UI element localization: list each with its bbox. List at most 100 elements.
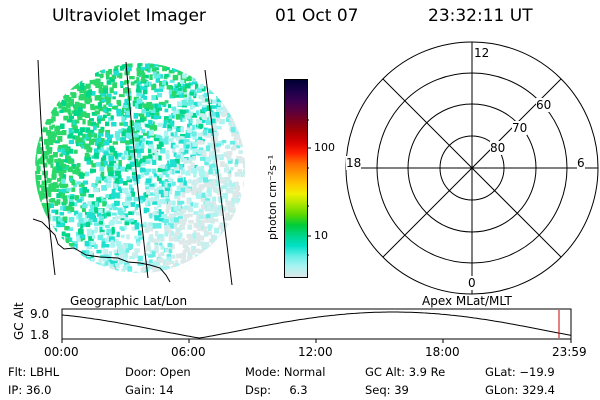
emission-pixel	[131, 211, 135, 216]
emission-pixel	[114, 215, 121, 220]
emission-pixel	[222, 193, 228, 199]
emission-pixel	[105, 70, 109, 76]
mlt-label-18: 18	[346, 156, 362, 170]
emission-pixel	[72, 120, 77, 125]
emission-pixel	[188, 220, 194, 224]
emission-pixel	[135, 238, 141, 244]
emission-pixel	[224, 177, 231, 182]
emission-pixel	[127, 102, 131, 108]
emission-pixel	[93, 207, 98, 212]
emission-pixel	[62, 159, 67, 163]
emission-pixel	[110, 239, 114, 245]
emission-pixel	[200, 196, 206, 202]
emission-pixel	[106, 235, 112, 241]
emission-pixel	[56, 102, 62, 106]
emission-pixel	[87, 90, 93, 96]
emission-pixel	[176, 164, 180, 169]
emission-pixel	[177, 90, 182, 95]
emission-pixel	[168, 89, 173, 95]
emission-pixel	[67, 209, 72, 214]
emission-pixel	[76, 181, 81, 185]
emission-pixel	[44, 206, 50, 213]
emission-pixel	[168, 248, 173, 254]
emission-pixel	[183, 213, 190, 219]
emission-pixel	[224, 182, 231, 187]
emission-pixel	[185, 83, 191, 89]
emission-pixel	[46, 146, 53, 152]
emission-pixel	[141, 142, 145, 149]
mlt-label-6: 6	[577, 156, 585, 170]
emission-pixel	[136, 241, 141, 246]
emission-pixel	[108, 103, 113, 107]
emission-pixel	[110, 266, 115, 271]
emission-pixel	[175, 263, 180, 267]
emission-pixel	[170, 243, 175, 250]
emission-pixel	[213, 218, 219, 222]
emission-pixel	[219, 211, 224, 216]
emission-pixel	[95, 123, 100, 128]
emission-pixel	[188, 157, 193, 163]
emission-pixel	[186, 127, 192, 133]
emission-pixel	[226, 151, 233, 156]
emission-pixel	[167, 183, 171, 187]
emission-pixel	[35, 170, 40, 175]
emission-pixel	[95, 84, 102, 88]
emission-pixel	[182, 219, 187, 225]
emission-pixel	[171, 181, 176, 186]
emission-pixel	[102, 201, 106, 207]
emission-pixel	[128, 184, 133, 190]
emission-pixel	[155, 77, 160, 83]
emission-pixel	[67, 194, 72, 199]
time-tick-0000: 00:00	[44, 345, 79, 359]
emission-pixel	[193, 222, 197, 228]
emission-pixel	[73, 149, 78, 154]
emission-pixel	[239, 157, 245, 161]
gain-label: Gain:	[125, 383, 156, 397]
emission-pixel	[109, 264, 114, 269]
emission-pixel	[95, 71, 99, 77]
emission-pixel	[101, 198, 107, 203]
emission-pixel	[190, 146, 195, 151]
emission-pixel	[160, 199, 164, 203]
emission-pixel	[170, 122, 175, 127]
emission-pixel	[154, 215, 160, 221]
emission-pixel	[166, 85, 173, 90]
emission-pixel	[111, 231, 115, 235]
emission-pixel	[210, 207, 216, 212]
emission-pixel	[151, 95, 157, 101]
emission-pixel	[176, 136, 180, 141]
emission-pixel	[228, 120, 232, 126]
emission-pixel	[61, 231, 66, 237]
emission-pixel	[215, 179, 219, 183]
emission-pixel	[157, 107, 162, 111]
emission-pixel	[214, 227, 219, 234]
emission-pixel	[101, 241, 106, 248]
emission-pixel	[203, 231, 209, 237]
emission-pixel	[194, 164, 198, 169]
emission-pixel	[168, 69, 175, 74]
emission-pixel	[218, 225, 223, 230]
emission-pixel	[91, 111, 98, 116]
emission-pixel	[148, 63, 155, 68]
emission-pixel	[76, 235, 81, 242]
emission-pixel	[213, 143, 218, 147]
emission-pixel	[215, 112, 220, 118]
emission-pixel	[139, 272, 145, 273]
emission-pixel	[200, 223, 204, 230]
emission-pixel	[147, 67, 151, 73]
emission-pixel	[36, 146, 40, 152]
emission-pixel	[194, 202, 199, 208]
emission-pixel	[88, 209, 94, 214]
emission-pixel	[159, 87, 164, 92]
emission-pixel	[157, 73, 161, 78]
emission-pixel	[114, 263, 119, 267]
emission-pixel	[148, 263, 154, 269]
emission-pixel	[189, 105, 193, 110]
emission-pixel	[179, 92, 184, 98]
emission-pixel	[139, 199, 144, 204]
door-label: Door:	[125, 365, 157, 379]
emission-pixel	[150, 197, 157, 202]
emission-pixel	[111, 122, 117, 127]
emission-pixel	[182, 118, 186, 122]
emission-pixel	[116, 108, 122, 114]
